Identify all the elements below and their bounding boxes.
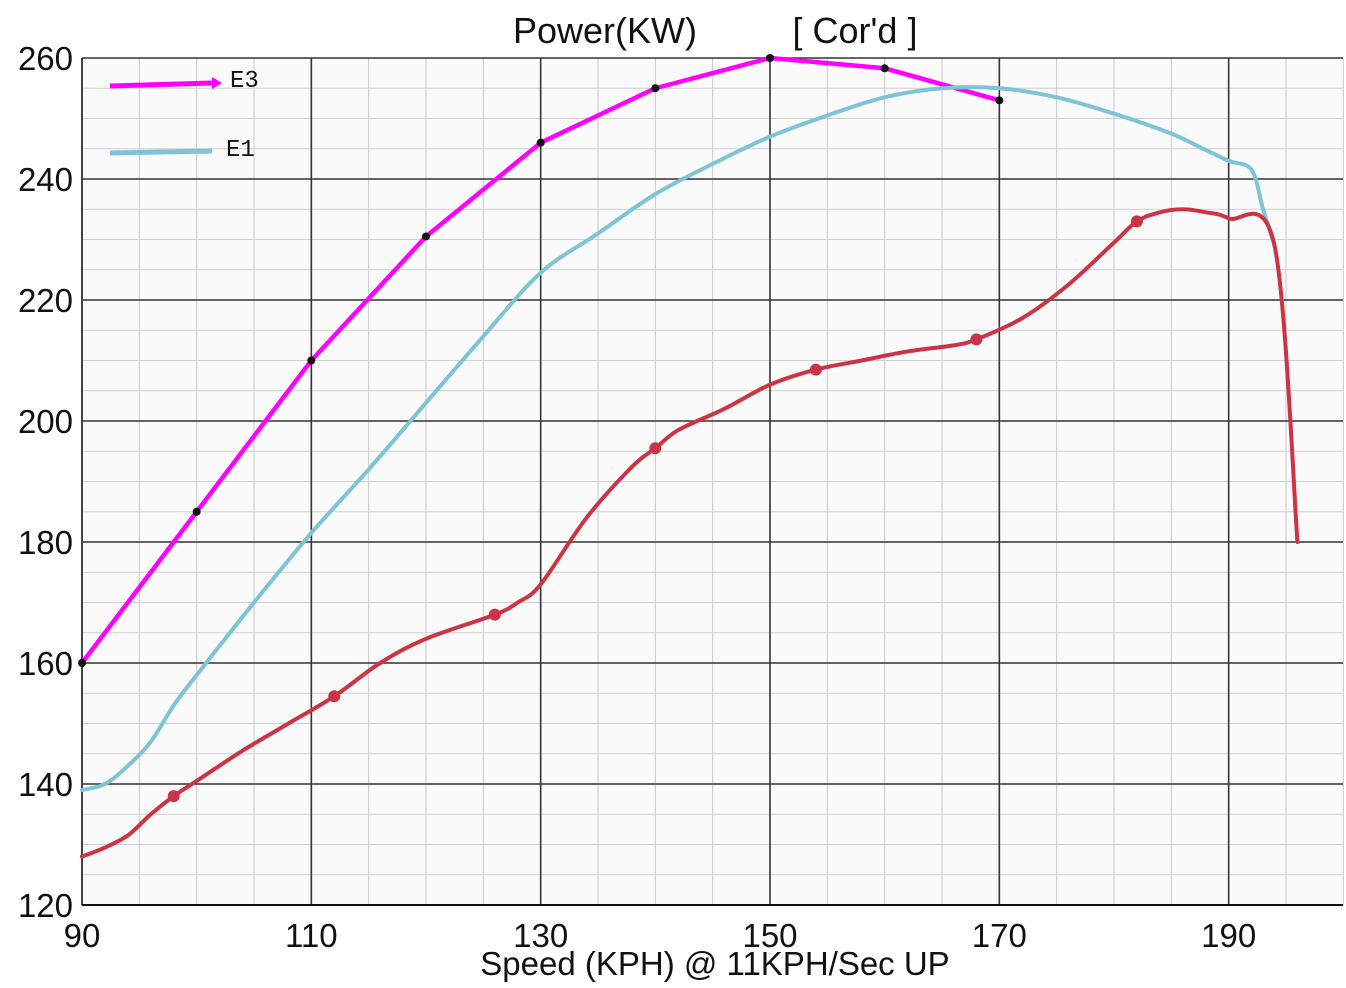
y-tick-label: 260 <box>18 40 73 77</box>
y-tick-label: 200 <box>18 403 73 440</box>
data-point-red <box>1130 215 1143 228</box>
chart-subtitle: [ Cor'd ] <box>793 10 918 51</box>
data-point-e3 <box>651 84 660 93</box>
data-point-red <box>328 690 341 703</box>
y-tick-label: 220 <box>18 282 73 319</box>
data-point-e3 <box>422 232 430 241</box>
data-point-red <box>167 790 180 803</box>
y-tick-label: 140 <box>18 766 73 803</box>
chart-title: Power(KW) <box>513 10 697 51</box>
data-point-e3 <box>307 356 316 365</box>
x-axis-label: Speed (KPH) @ 11KPH/Sec UP <box>480 945 949 982</box>
data-point-e3 <box>880 64 889 73</box>
data-point-e3 <box>536 138 545 147</box>
x-tick-label: 150 <box>742 917 797 954</box>
marker-layer <box>78 54 1143 803</box>
series-line-red <box>80 207 1300 859</box>
y-tick-label: 120 <box>18 887 73 924</box>
y-tick-labels: 120 140 160 180 200 220 240 260 <box>18 40 73 924</box>
data-point-e3 <box>78 659 86 667</box>
legend: E3 E1 <box>109 68 259 164</box>
x-tick-label: 90 <box>64 917 101 954</box>
y-tick-label: 180 <box>18 524 73 561</box>
grid-minor <box>82 58 1344 905</box>
legend-label-e3: E3 <box>230 68 259 95</box>
y-tick-label: 240 <box>18 161 73 198</box>
data-point-e3 <box>766 54 774 62</box>
legend-label-e1: E1 <box>226 137 255 164</box>
legend-arrow-e3 <box>212 77 222 89</box>
x-tick-label: 170 <box>972 917 1027 954</box>
legend-swatch-e1 <box>109 148 213 156</box>
data-point-red <box>488 608 501 621</box>
data-point-red <box>970 333 983 346</box>
x-tick-label: 190 <box>1201 917 1256 954</box>
data-point-e3 <box>192 507 201 516</box>
y-tick-label: 160 <box>18 645 73 682</box>
grid-major <box>81 57 1343 905</box>
series-line-e1 <box>80 85 1277 793</box>
data-point-red <box>809 363 822 376</box>
data-point-e3 <box>995 96 1004 105</box>
x-tick-label: 130 <box>513 917 568 954</box>
legend-swatch-e3 <box>109 80 213 89</box>
x-tick-labels: 90 110 130 150 170 190 <box>64 917 1257 954</box>
data-point-red <box>649 442 662 455</box>
x-tick-label: 110 <box>285 917 338 954</box>
